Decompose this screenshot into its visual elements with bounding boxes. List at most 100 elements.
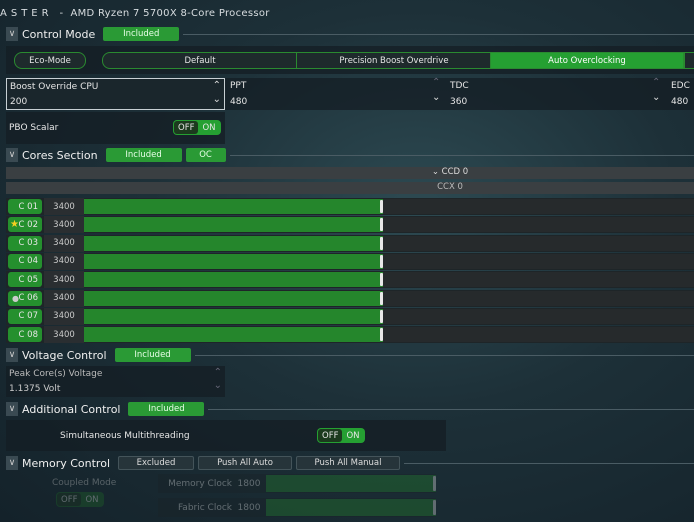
peak-voltage-input[interactable]: Peak Core(s) Voltage 1.1375 Volt ⌃ ⌄ [6, 366, 225, 397]
slider-fill [84, 327, 383, 343]
slider-fill [84, 272, 383, 288]
core-toggle[interactable]: C 08 [8, 327, 42, 343]
divider [208, 408, 694, 410]
status-badge[interactable]: Included [103, 27, 180, 41]
ppt-label: PPT [230, 81, 247, 91]
core-frequency-slider[interactable] [84, 235, 694, 251]
oc-button[interactable]: OC [185, 148, 226, 162]
divider [194, 354, 694, 356]
mode-pbo[interactable]: Precision Boost Overdrive [296, 52, 492, 69]
core-label: C 01 [18, 201, 38, 212]
core-frequency-slider[interactable] [84, 327, 694, 343]
additional-header: ∨ Additional Control Included [6, 401, 694, 417]
tdc-label: TDC [450, 81, 469, 91]
slider-knob[interactable] [379, 291, 383, 305]
core-toggle[interactable]: C 05 [8, 272, 42, 288]
chevron-down-icon[interactable]: ⌄ [213, 380, 222, 391]
toggle-off: OFF [57, 493, 82, 506]
core-frequency-slider[interactable] [84, 272, 694, 288]
core-frequency: 3400 [44, 234, 84, 252]
smt-toggle[interactable]: OFF ON [317, 428, 365, 443]
core-toggle[interactable]: C 03 [8, 235, 42, 251]
pbo-scalar-toggle[interactable]: OFF ON [173, 120, 221, 135]
memory-clock-slider[interactable]: Memory Clock 1800 [158, 474, 436, 493]
slider-fill [84, 217, 383, 233]
chevron-down-icon[interactable]: ⌄ [432, 92, 441, 103]
tdc-value[interactable]: 360 [450, 97, 468, 107]
push-all-auto-button[interactable]: Push All Auto [198, 456, 292, 470]
collapse-chevron-icon[interactable]: ∨ [6, 27, 18, 41]
core-frequency-slider[interactable] [84, 199, 694, 214]
toggle-off: OFF [174, 121, 199, 134]
status-badge[interactable]: Included [114, 348, 191, 362]
core-label: C 03 [18, 238, 38, 249]
core-row: ★ C 02 3400 [6, 216, 694, 234]
section-title: Control Mode [22, 27, 96, 41]
memory-header: ∨ Memory Control Excluded Push All Auto … [6, 455, 694, 471]
core-row: C 03 3400 [6, 234, 694, 252]
boost-override-input[interactable]: Boost Override CPU 200 ⌃ ⌄ [6, 78, 225, 110]
cores-header: ∨ Cores Section Included OC [6, 147, 694, 163]
push-all-manual-button[interactable]: Push All Manual [296, 456, 400, 470]
mode-eco[interactable]: Eco-Mode [14, 52, 86, 69]
status-badge[interactable]: Included [105, 148, 182, 162]
edc-value[interactable]: 480 [671, 97, 689, 107]
status-badge[interactable]: Excluded [118, 456, 194, 470]
slider-knob[interactable] [379, 236, 383, 250]
slider-knob[interactable] [379, 218, 383, 232]
toggle-off: OFF [318, 429, 343, 442]
field-value: 200 [10, 97, 28, 107]
core-toggle[interactable]: ★ C 02 [8, 217, 42, 233]
core-frequency-slider[interactable] [84, 217, 694, 233]
chevron-down-icon: ⌄ [431, 167, 439, 177]
core-label: C 05 [18, 274, 38, 285]
section-title: Memory Control [22, 456, 110, 470]
chevron-up-icon[interactable]: ⌃ [652, 77, 661, 88]
mode-manual[interactable] [684, 52, 694, 69]
slider-value: 1800 [237, 478, 261, 489]
core-toggle[interactable]: C 04 [8, 253, 42, 269]
status-badge[interactable]: Included [128, 402, 205, 416]
window-title: ASTER - AMD Ryzen 7 5700X 8-Core Process… [0, 8, 270, 19]
ccd-label: CCD 0 [441, 167, 469, 177]
core-toggle[interactable]: C 07 [8, 308, 42, 324]
chevron-up-icon[interactable]: ⌃ [213, 367, 222, 378]
slider-knob[interactable] [379, 200, 383, 213]
core-label: C 04 [18, 256, 38, 267]
mode-default[interactable]: Default [102, 52, 298, 69]
slider-knob[interactable] [379, 328, 383, 342]
core-frequency-slider[interactable] [84, 308, 694, 324]
collapse-chevron-icon[interactable]: ∨ [6, 402, 18, 416]
slider-knob[interactable] [433, 500, 436, 515]
collapse-chevron-icon[interactable]: ∨ [6, 348, 18, 362]
slider-fill [84, 308, 383, 324]
slider-knob[interactable] [379, 309, 383, 323]
coupled-mode-toggle[interactable]: OFF ON [56, 492, 104, 507]
ppt-value[interactable]: 480 [230, 97, 248, 107]
core-row: C 07 3400 [6, 307, 694, 325]
control-mode-header: ∨ Control Mode Included [6, 26, 694, 42]
core-toggle[interactable]: ● C 06 [8, 290, 42, 306]
field-label: Boost Override CPU [10, 82, 99, 92]
core-row: C 01 3400 [6, 198, 694, 215]
chevron-up-icon[interactable]: ⌃ [432, 77, 441, 88]
core-frequency-slider[interactable] [84, 253, 694, 269]
collapse-chevron-icon[interactable]: ∨ [6, 456, 18, 470]
core-frequency: 3400 [44, 326, 84, 344]
ccd-row[interactable]: ⌄ CCD 0 [6, 167, 694, 179]
chevron-up-icon[interactable]: ⌃ [212, 80, 221, 91]
chevron-down-icon[interactable]: ⌄ [212, 94, 221, 105]
slider-knob[interactable] [379, 273, 383, 287]
core-row: C 04 3400 [6, 252, 694, 270]
core-frequency-slider[interactable] [84, 290, 694, 306]
slider-knob[interactable] [379, 254, 383, 268]
core-label: C 07 [18, 311, 38, 322]
core-label: C 08 [18, 329, 38, 340]
collapse-chevron-icon[interactable]: ∨ [6, 148, 18, 162]
core-toggle[interactable]: C 01 [8, 199, 42, 214]
chevron-down-icon[interactable]: ⌄ [652, 92, 661, 103]
mode-auto-overclocking[interactable]: Auto Overclocking [490, 52, 684, 69]
core-row: C 08 3400 [6, 326, 694, 344]
slider-knob[interactable] [433, 476, 436, 491]
fabric-clock-slider[interactable]: Fabric Clock 1800 [158, 498, 436, 517]
